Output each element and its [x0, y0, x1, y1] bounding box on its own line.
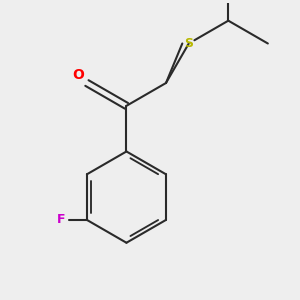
Text: S: S: [184, 37, 193, 50]
Text: F: F: [57, 213, 66, 226]
Text: O: O: [72, 68, 84, 82]
